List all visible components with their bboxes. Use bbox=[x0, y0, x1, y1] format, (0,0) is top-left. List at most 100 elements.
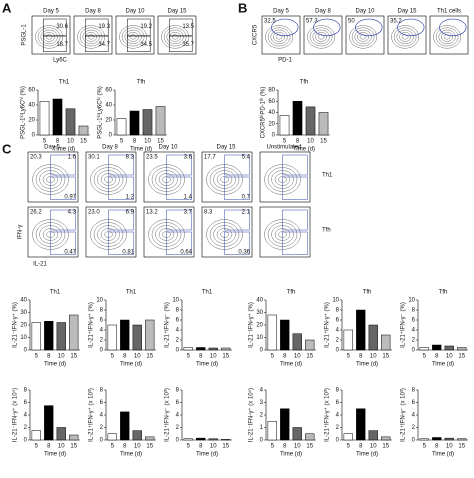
gate bbox=[50, 154, 76, 176]
bar bbox=[292, 333, 302, 351]
y-tick-label: 6 bbox=[412, 400, 416, 406]
x-tick-label: 5 bbox=[120, 139, 124, 145]
gate bbox=[224, 209, 250, 231]
x-tick-label: 10 bbox=[370, 444, 377, 450]
plot-title: Day 15 bbox=[216, 145, 236, 151]
x-tick-label: 10 bbox=[446, 444, 453, 450]
panel-label: C bbox=[2, 141, 12, 156]
gate bbox=[166, 231, 192, 255]
x-tick-label: 15 bbox=[222, 354, 229, 360]
bar bbox=[343, 433, 353, 441]
y-tick-label: 10 bbox=[408, 298, 415, 304]
plot-title: Day 5 bbox=[43, 9, 59, 15]
bar bbox=[432, 437, 442, 441]
bar bbox=[305, 433, 315, 441]
x-tick-label: 8 bbox=[133, 139, 137, 145]
y-tick-label: 6 bbox=[176, 400, 180, 406]
bar bbox=[221, 439, 231, 441]
gate-value: 0.81 bbox=[122, 250, 134, 256]
contour bbox=[435, 27, 459, 47]
y-tick-label: 0 bbox=[109, 133, 113, 139]
contour bbox=[171, 34, 179, 40]
contour bbox=[307, 25, 335, 49]
bar bbox=[183, 438, 193, 441]
x-tick-label: 8 bbox=[359, 354, 363, 360]
contour bbox=[82, 29, 100, 44]
gate-value: 1.6 bbox=[68, 155, 77, 161]
plot-title: Day 15 bbox=[167, 9, 187, 15]
x-tick-label: 5 bbox=[423, 354, 427, 360]
x-tick-label: 5 bbox=[187, 444, 191, 450]
contour bbox=[399, 32, 411, 42]
bar bbox=[78, 125, 89, 136]
y-tick-label: 0 bbox=[176, 438, 180, 444]
contour bbox=[433, 25, 461, 49]
contour bbox=[391, 25, 419, 49]
y-tick-label: 4 bbox=[412, 413, 416, 419]
plot-title: Day 10 bbox=[125, 9, 145, 15]
plot-title: Day 8 bbox=[102, 145, 118, 151]
plot-title: Day 10 bbox=[355, 9, 375, 15]
y-tick-label: 10 bbox=[20, 335, 27, 341]
y-tick-label: 0 bbox=[412, 438, 416, 444]
y-tick-label: 2 bbox=[100, 425, 104, 431]
contour bbox=[267, 27, 291, 47]
x-tick-label: 5 bbox=[347, 354, 351, 360]
x-tick-label: 8 bbox=[123, 444, 127, 450]
contour bbox=[270, 29, 288, 44]
x-tick-label: 15 bbox=[458, 354, 465, 360]
y-tick-label: 4 bbox=[176, 413, 180, 419]
y-tick-label: 60 bbox=[268, 99, 275, 105]
x-axis-label: Time (d) bbox=[130, 147, 152, 153]
axis-label: IL-21 bbox=[33, 262, 47, 268]
y-tick-label: 8 bbox=[100, 388, 104, 394]
bar bbox=[107, 324, 117, 351]
y-tick-label: 20 bbox=[105, 118, 112, 124]
gate-value: 35.7 bbox=[182, 42, 194, 48]
y-tick-label: 2 bbox=[336, 425, 340, 431]
bar bbox=[457, 347, 467, 351]
y-tick-label: 10 bbox=[332, 298, 339, 304]
gate-value: 30.1 bbox=[88, 155, 100, 161]
x-tick-label: 8 bbox=[283, 444, 287, 450]
x-tick-label: 15 bbox=[382, 444, 389, 450]
chart-title: Tfh bbox=[363, 290, 372, 296]
gate-value: 34.7 bbox=[98, 42, 110, 48]
y-tick-label: 6 bbox=[176, 318, 180, 324]
bar bbox=[356, 408, 366, 441]
bar bbox=[132, 324, 142, 351]
y-tick-label: 3 bbox=[260, 400, 264, 406]
y-tick-label: 0 bbox=[272, 133, 276, 139]
contour bbox=[161, 25, 189, 49]
bar bbox=[419, 438, 429, 441]
chart-title: Th1 bbox=[50, 290, 61, 296]
y-tick-label: 0 bbox=[412, 348, 416, 354]
chart-title: Tfh bbox=[439, 290, 448, 296]
x-tick-label: 15 bbox=[146, 354, 153, 360]
gate bbox=[282, 231, 308, 255]
contour bbox=[87, 34, 95, 40]
plot-title: Day 8 bbox=[85, 9, 101, 15]
bar bbox=[305, 106, 316, 136]
y-tick-label: 2 bbox=[100, 338, 104, 344]
y-tick-label: 8 bbox=[24, 388, 28, 394]
gate-value: 17.7 bbox=[204, 155, 216, 161]
y-tick-label: 20 bbox=[28, 118, 35, 124]
chart-title: Th1 bbox=[59, 80, 70, 86]
contour bbox=[396, 29, 414, 44]
x-tick-label: 10 bbox=[307, 139, 314, 145]
y-tick-label: 8 bbox=[336, 388, 340, 394]
y-axis-label: IL-21⁺IFN-γ⁻ (x 10³) bbox=[400, 388, 407, 442]
y-tick-label: 2 bbox=[24, 425, 28, 431]
chart-title: Tfh bbox=[137, 80, 146, 86]
gate-value: 5.4 bbox=[242, 155, 251, 161]
y-tick-label: 30 bbox=[20, 310, 27, 316]
contour bbox=[37, 27, 61, 47]
gate-value: 3.6 bbox=[184, 155, 193, 161]
x-tick-label: 10 bbox=[446, 354, 453, 360]
y-tick-label: 0 bbox=[260, 438, 264, 444]
contour bbox=[349, 25, 377, 49]
x-tick-label: 10 bbox=[210, 444, 217, 450]
y-tick-label: 0 bbox=[24, 438, 28, 444]
y-tick-label: 40 bbox=[28, 103, 35, 109]
